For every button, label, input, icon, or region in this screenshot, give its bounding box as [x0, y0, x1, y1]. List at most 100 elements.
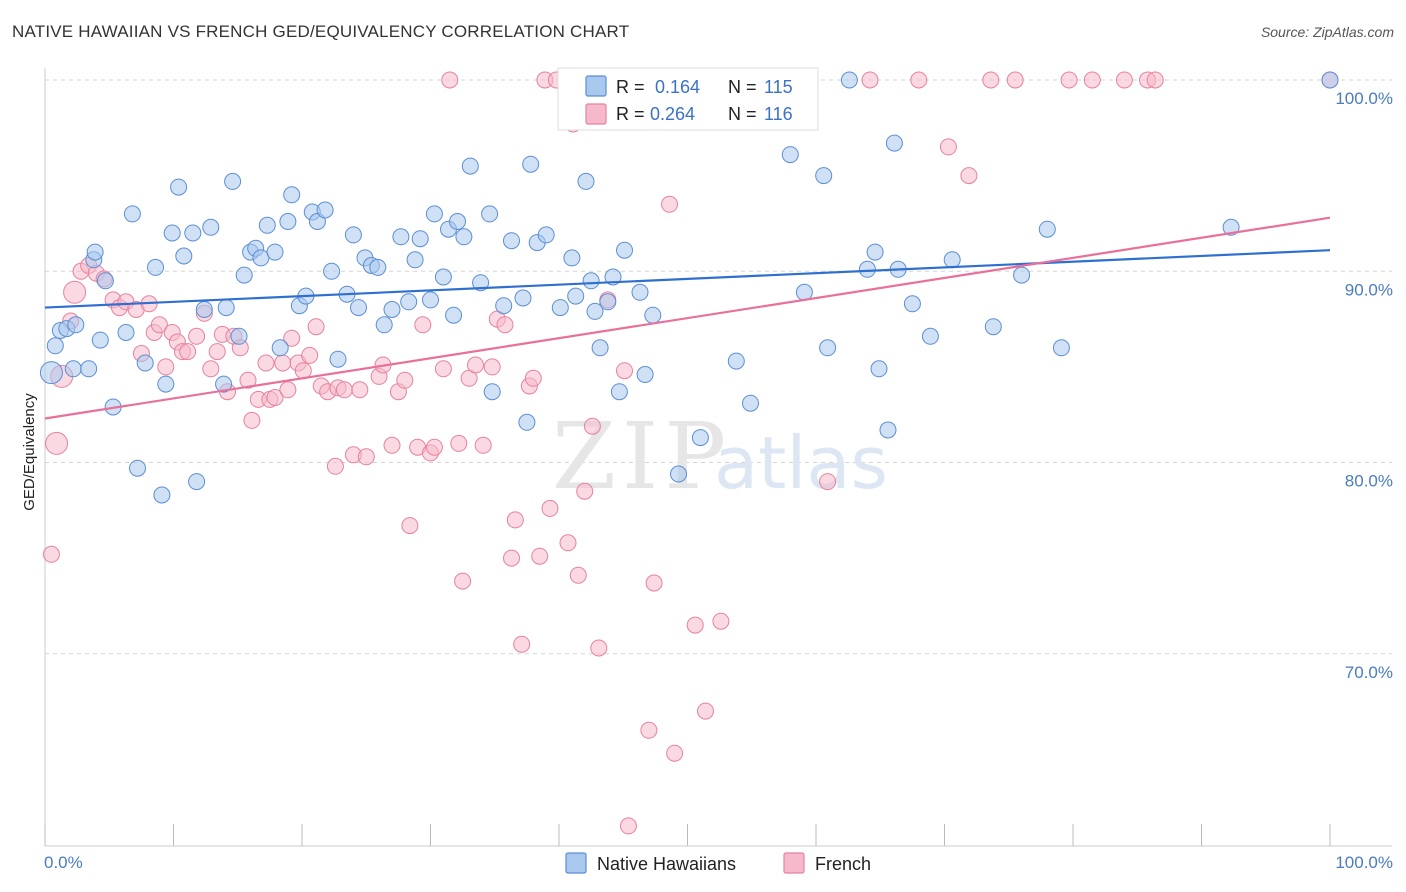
point-french — [531, 547, 549, 565]
point-native-hawaiians — [195, 301, 213, 318]
point-native-hawaiians — [39, 361, 63, 385]
point-native-hawaiians — [136, 354, 154, 372]
legend-r-value-2: 0.264 — [650, 104, 695, 124]
point-native-hawaiians — [175, 247, 193, 265]
trend-line-native-hawaiians — [44, 249, 1331, 309]
point-french — [396, 371, 414, 389]
point-french — [266, 389, 284, 406]
y-axis-title: GED/Equivalency — [21, 393, 38, 511]
point-french — [307, 318, 325, 336]
point-native-hawaiians — [670, 465, 687, 483]
point-french — [357, 448, 375, 466]
point-native-hawaiians — [644, 306, 662, 324]
series-legend: Native Hawaiians French — [565, 852, 871, 874]
point-native-hawaiians — [840, 71, 858, 89]
point-native-hawaiians — [742, 394, 759, 412]
legend-n-label-1: N = — [728, 77, 757, 97]
point-native-hawaiians — [383, 301, 401, 318]
point-native-hawaiians — [252, 249, 270, 267]
point-native-hawaiians — [188, 473, 206, 491]
point-french — [960, 167, 978, 185]
point-native-hawaiians — [163, 224, 181, 242]
point-native-hawaiians — [400, 293, 418, 311]
point-native-hawaiians — [316, 201, 334, 219]
chart-title: NATIVE HAWAIIAN VS FRENCH GED/EQUIVALENC… — [12, 22, 630, 41]
y-tick-label-70: 70.0% — [1345, 663, 1393, 682]
point-native-hawaiians — [472, 274, 490, 292]
y-tick-labels: 100.0% 90.0% 80.0% 70.0% — [1335, 89, 1393, 682]
point-native-hawaiians — [411, 230, 429, 248]
point-native-hawaiians — [64, 360, 82, 378]
point-native-hawaiians — [279, 213, 297, 230]
point-french — [157, 358, 175, 376]
point-native-hawaiians — [86, 243, 104, 261]
legend-swatch-native-hawaiians — [585, 75, 607, 97]
point-native-hawaiians — [885, 134, 903, 152]
point-native-hawaiians — [691, 429, 709, 447]
point-native-hawaiians — [631, 283, 649, 301]
x-tick-labels: 0.0% 100.0% — [44, 853, 1393, 872]
point-native-hawaiians — [522, 155, 540, 173]
point-native-hawaiians — [123, 205, 141, 223]
point-french — [414, 316, 432, 334]
series-french — [42, 71, 1339, 835]
point-native-hawaiians — [283, 186, 301, 204]
point-native-hawaiians — [610, 383, 628, 401]
trend-line-french — [44, 216, 1331, 420]
point-french — [474, 436, 492, 454]
point-native-hawaiians — [1013, 266, 1031, 284]
point-french — [496, 316, 514, 334]
point-native-hawaiians — [943, 251, 961, 269]
point-french — [425, 438, 443, 456]
point-native-hawaiians — [781, 146, 799, 164]
point-native-hawaiians — [903, 295, 921, 313]
point-native-hawaiians — [984, 318, 1002, 336]
point-french — [1115, 71, 1133, 89]
point-native-hawaiians — [91, 331, 109, 349]
point-native-hawaiians — [147, 258, 164, 276]
point-french — [619, 817, 637, 835]
point-native-hawaiians — [329, 350, 347, 368]
point-native-hawaiians — [481, 205, 499, 223]
point-french — [274, 354, 292, 372]
point-native-hawaiians — [1222, 218, 1240, 236]
point-french — [503, 549, 520, 567]
point-french — [283, 329, 301, 347]
point-native-hawaiians — [266, 243, 284, 261]
point-native-hawaiians — [153, 486, 171, 504]
legend-swatch-french — [585, 103, 607, 125]
point-french — [541, 499, 559, 517]
point-native-hawaiians — [425, 205, 443, 223]
point-native-hawaiians — [258, 216, 276, 234]
point-french — [982, 71, 1000, 89]
y-tick-label-100: 100.0% — [1335, 89, 1393, 108]
point-french — [45, 431, 69, 455]
point-french — [351, 381, 369, 399]
bottom-legend-french: French — [815, 854, 871, 874]
y-tick-label-90: 90.0% — [1345, 280, 1393, 299]
point-french — [257, 354, 275, 372]
point-native-hawaiians — [518, 413, 536, 431]
point-native-hawaiians — [563, 249, 581, 267]
point-native-hawaiians — [406, 251, 424, 269]
point-native-hawaiians — [323, 262, 341, 280]
point-french — [712, 612, 730, 630]
point-native-hawaiians — [344, 226, 362, 244]
bottom-legend-swatch-native-hawaiians — [565, 852, 587, 874]
point-french — [239, 371, 257, 389]
point-native-hawaiians — [727, 352, 745, 370]
point-french — [590, 639, 608, 657]
point-french — [1146, 71, 1164, 89]
point-french — [569, 566, 587, 584]
grid-layer — [45, 79, 1392, 655]
point-native-hawaiians — [1321, 71, 1339, 89]
point-native-hawaiians — [819, 339, 837, 357]
point-french — [454, 572, 472, 590]
point-native-hawaiians — [434, 268, 452, 286]
point-native-hawaiians — [422, 291, 439, 309]
axes-layer — [44, 68, 1392, 847]
point-french — [42, 545, 60, 563]
point-french — [506, 511, 524, 529]
point-native-hawaiians — [449, 213, 466, 230]
y-tick-label-80: 80.0% — [1345, 472, 1393, 491]
